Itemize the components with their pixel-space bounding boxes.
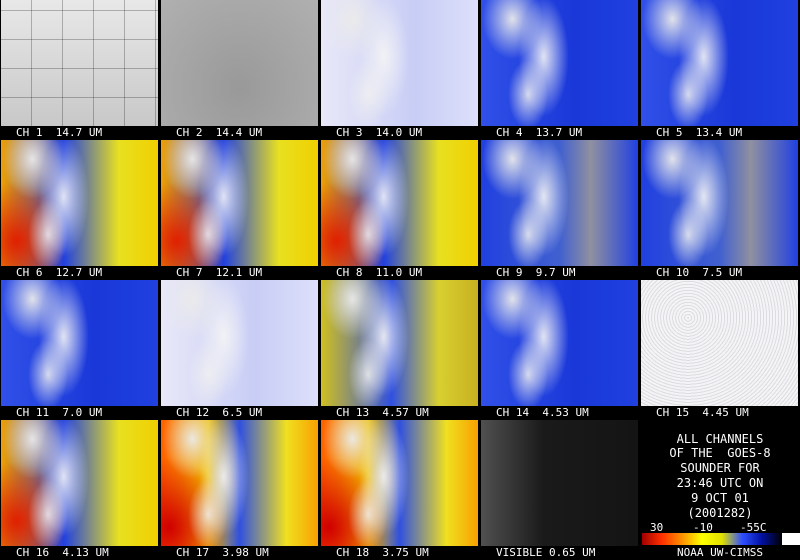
channel-panel: CH 8 11.0 UM [320, 140, 480, 280]
channel-panel: CH 18 3.75 UM [320, 420, 480, 560]
channel-panel: CH 6 12.7 UM [0, 140, 160, 280]
channel-panel: CH 1 14.7 UM [0, 0, 160, 140]
satellite-image [481, 0, 638, 126]
channel-panel: CH 5 13.4 UM [640, 0, 800, 140]
satellite-image [321, 420, 478, 546]
info-line: 9 OCT 01 [691, 491, 749, 505]
satellite-image [321, 280, 478, 406]
channel-panel: CH 14 4.53 UM [480, 280, 640, 420]
satellite-image [161, 420, 318, 546]
channel-panel: VISIBLE 0.65 UM [480, 420, 640, 560]
channel-caption: CH 1 14.7 UM [16, 126, 103, 139]
satellite-image [481, 280, 638, 406]
channel-panel: CH 17 3.98 UM [160, 420, 320, 560]
channel-caption: CH 14 4.53 UM [496, 406, 589, 419]
channel-panel: CH 15 4.45 UM [640, 280, 800, 420]
info-line: (2001282) [687, 506, 753, 520]
channel-caption: CH 11 7.0 UM [16, 406, 103, 419]
color-scale [642, 533, 782, 545]
channel-panel: CH 11 7.0 UM [0, 280, 160, 420]
channel-caption: CH 9 9.7 UM [496, 266, 576, 279]
scale-label: -55C [740, 521, 767, 534]
scale-label: 30 [650, 521, 664, 534]
scale-label: -10 [693, 521, 713, 534]
satellite-image [1, 0, 158, 126]
channel-caption: CH 5 13.4 UM [656, 126, 743, 139]
info-line: ALL CHANNELS [676, 432, 764, 446]
channel-caption: CH 13 4.57 UM [336, 406, 429, 419]
satellite-image [641, 280, 798, 406]
credit: NOAA UW-CIMSS [676, 546, 764, 559]
satellite-image [1, 420, 158, 546]
satellite-image [161, 140, 318, 266]
color-scale-end [782, 533, 800, 545]
channel-caption: CH 4 13.7 UM [496, 126, 583, 139]
channel-panel: CH 12 6.5 UM [160, 280, 320, 420]
satellite-image [641, 0, 798, 126]
info-line: OF THE GOES-8 [669, 446, 771, 460]
channel-caption: CH 8 11.0 UM [336, 266, 423, 279]
channel-caption: VISIBLE 0.65 UM [496, 546, 596, 559]
channel-caption: CH 7 12.1 UM [176, 266, 263, 279]
satellite-image [481, 420, 638, 546]
satellite-image [1, 140, 158, 266]
satellite-image [641, 140, 798, 266]
info-line: 23:46 UTC ON [676, 476, 764, 490]
channel-panel: CH 13 4.57 UM [320, 280, 480, 420]
satellite-image [481, 140, 638, 266]
channel-panel: CH 4 13.7 UM [480, 0, 640, 140]
channel-panel: CH 16 4.13 UM [0, 420, 160, 560]
channel-panel: CH 9 9.7 UM [480, 140, 640, 280]
channel-caption: CH 15 4.45 UM [656, 406, 749, 419]
channel-caption: CH 3 14.0 UM [336, 126, 423, 139]
channel-caption: CH 18 3.75 UM [336, 546, 429, 559]
channel-caption: CH 12 6.5 UM [176, 406, 263, 419]
channel-panel: CH 2 14.4 UM [160, 0, 320, 140]
satellite-image [1, 280, 158, 406]
channel-panel: CH 7 12.1 UM [160, 140, 320, 280]
channel-caption: CH 16 4.13 UM [16, 546, 109, 559]
satellite-image [321, 140, 478, 266]
channel-panel: CH 10 7.5 UM [640, 140, 800, 280]
info-line: SOUNDER FOR [680, 461, 760, 475]
channel-caption: CH 10 7.5 UM [656, 266, 743, 279]
channel-caption: CH 6 12.7 UM [16, 266, 103, 279]
channel-panel: CH 3 14.0 UM [320, 0, 480, 140]
satellite-image [161, 0, 318, 126]
satellite-image [321, 0, 478, 126]
channel-caption: CH 2 14.4 UM [176, 126, 263, 139]
satellite-image [161, 280, 318, 406]
channel-caption: CH 17 3.98 UM [176, 546, 269, 559]
info-panel: ALL CHANNELS OF THE GOES-8 SOUNDER FOR 2… [640, 420, 800, 560]
